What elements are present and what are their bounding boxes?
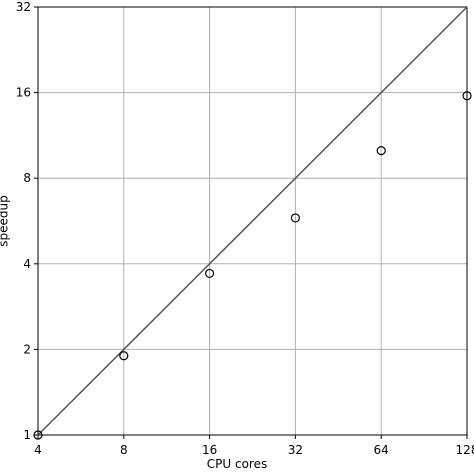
y-tick-label: 32 bbox=[16, 0, 31, 14]
x-tick-label: 16 bbox=[202, 443, 217, 457]
x-tick-label: 32 bbox=[288, 443, 303, 457]
x-tick-label: 4 bbox=[34, 443, 42, 457]
x-tick-label: 128 bbox=[456, 443, 474, 457]
data-point bbox=[205, 268, 215, 279]
y-tick-label: 16 bbox=[16, 86, 31, 100]
reference-line bbox=[37, 6, 468, 436]
x-axis-label: CPU cores bbox=[207, 457, 267, 471]
data-point bbox=[376, 146, 386, 156]
y-tick-label: 4 bbox=[23, 257, 31, 271]
x-tick-label: 64 bbox=[374, 443, 389, 457]
y-tick-label: 2 bbox=[23, 342, 31, 356]
x-tick-label: 8 bbox=[120, 443, 128, 457]
y-axis-label: speedup bbox=[0, 195, 11, 246]
y-tick-label: 8 bbox=[23, 171, 31, 185]
data-point bbox=[33, 430, 43, 440]
data-point bbox=[119, 351, 129, 361]
y-tick-label: 1 bbox=[23, 428, 31, 442]
data-point bbox=[462, 91, 472, 101]
data-point bbox=[290, 213, 300, 223]
plot-frame bbox=[37, 6, 468, 436]
